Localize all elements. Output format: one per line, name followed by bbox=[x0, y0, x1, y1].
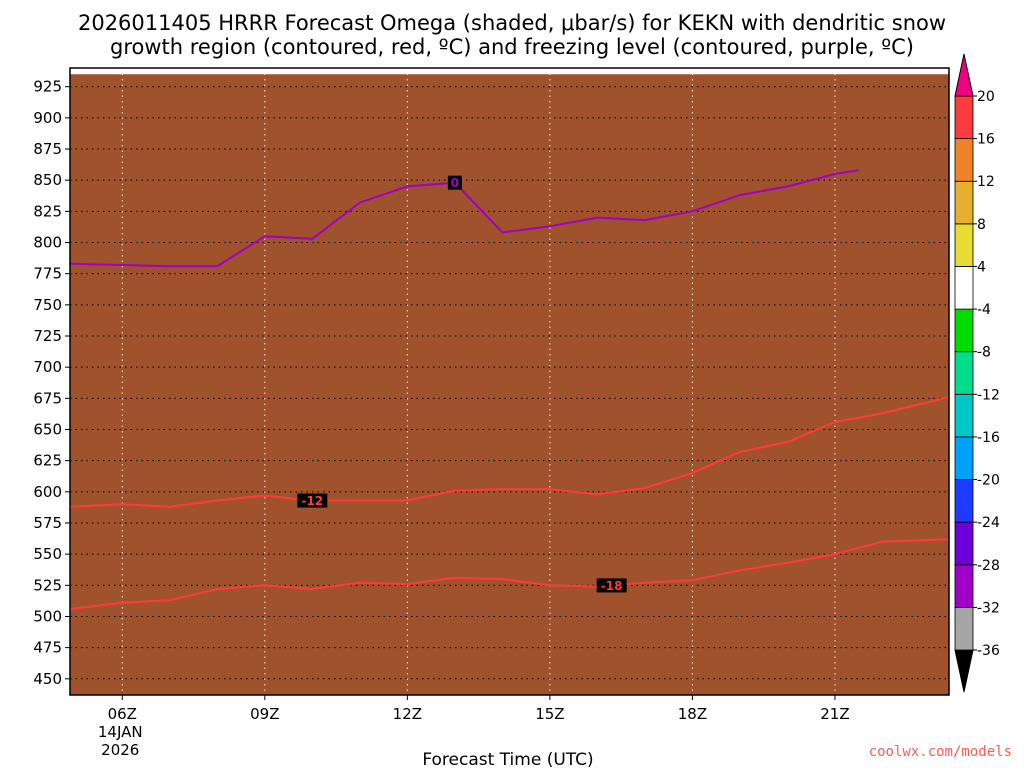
colorbar-segment bbox=[954, 564, 974, 608]
colorbar-segment bbox=[954, 138, 974, 182]
ground-strip bbox=[70, 74, 949, 695]
colorbar-label-16: -16 bbox=[977, 430, 1000, 446]
colorbar-segment bbox=[954, 479, 974, 523]
colorbar-segment bbox=[954, 95, 974, 140]
y-tick-label-875: 875 bbox=[33, 140, 62, 158]
x-tick-sublabel-14jan: 14JAN bbox=[98, 723, 143, 741]
colorbar-label-32: -32 bbox=[977, 600, 1000, 616]
contour-line-0 bbox=[70, 169, 859, 268]
y-tick-label-600: 600 bbox=[33, 483, 62, 501]
contour-label-bg bbox=[596, 578, 627, 593]
y-tick-label-775: 775 bbox=[33, 265, 62, 283]
colorbar-segment bbox=[954, 351, 974, 395]
plot-frame bbox=[69, 67, 950, 696]
y-tick-label-925: 925 bbox=[33, 78, 62, 96]
y-tick-label-700: 700 bbox=[33, 358, 62, 376]
x-tick-sublabel-2026: 2026 bbox=[101, 741, 139, 759]
y-tick-label-525: 525 bbox=[33, 576, 62, 594]
colorbar: -36 -32 -28 -24 -20 -16 -12 -8 -4 4 8 12 16 20 bbox=[954, 53, 1000, 693]
y-axis-ticks: 450 475 500 525 550 575 600 625 650 675 700 725 750 7… bbox=[33, 78, 70, 688]
colorbar-label-20: -20 bbox=[977, 473, 1000, 489]
contour-label-12: -12 bbox=[301, 494, 323, 508]
x-tick-label-18z: 18Z bbox=[678, 705, 707, 723]
grid-lines bbox=[70, 68, 949, 695]
colorbar-segment-highest bbox=[954, 53, 974, 97]
y-tick-label-850: 850 bbox=[33, 171, 62, 189]
contour-label-bg bbox=[297, 493, 328, 508]
x-tick-label-21z: 21Z bbox=[820, 705, 849, 723]
y-tick-label-500: 500 bbox=[33, 607, 62, 625]
contour-line-12 bbox=[70, 396, 949, 508]
y-tick-label-800: 800 bbox=[33, 234, 62, 252]
colorbar-label-20: 20 bbox=[977, 89, 995, 105]
chart-title-line-1: 2026011405 HRRR Forecast Omega (shaded, … bbox=[78, 11, 946, 35]
y-tick-label-450: 450 bbox=[33, 670, 62, 688]
y-tick-label-675: 675 bbox=[33, 389, 62, 407]
colorbar-label-16: 16 bbox=[977, 132, 995, 148]
contour-line-18 bbox=[70, 538, 949, 610]
colorbar-segment bbox=[954, 606, 974, 651]
colorbar-label-36: -36 bbox=[977, 643, 1000, 659]
colorbar-segment bbox=[954, 308, 974, 353]
y-tick-label-825: 825 bbox=[33, 202, 62, 220]
y-tick-label-725: 725 bbox=[33, 327, 62, 345]
chart-title-line-2: growth region (contoured, red, ºC) and f… bbox=[110, 35, 914, 59]
y-tick-label-475: 475 bbox=[33, 639, 62, 657]
contour-label-bg bbox=[447, 175, 462, 190]
colorbar-label-4: -4 bbox=[977, 302, 991, 318]
colorbar-label-12: -12 bbox=[977, 387, 1000, 403]
y-tick-label-625: 625 bbox=[33, 452, 62, 470]
y-tick-label-900: 900 bbox=[33, 109, 62, 127]
colorbar-label-12: 12 bbox=[977, 174, 995, 190]
colorbar-segment bbox=[954, 180, 974, 225]
y-tick-label-750: 750 bbox=[33, 296, 62, 314]
colorbar-segment bbox=[954, 393, 974, 438]
x-tick-label-06z: 06Z bbox=[108, 705, 137, 723]
contour-label-18: -18 bbox=[601, 579, 623, 593]
y-tick-label-575: 575 bbox=[33, 514, 62, 532]
y-tick-label-550: 550 bbox=[33, 545, 62, 563]
contour-label-0: 0 bbox=[451, 176, 459, 190]
contour-lines: -18 -12 0 bbox=[70, 169, 949, 610]
colorbar-label-24: -24 bbox=[977, 515, 1000, 531]
x-tick-label-09z: 09Z bbox=[250, 705, 279, 723]
colorbar-segment-lowest bbox=[954, 649, 974, 693]
x-tick-label-15z: 15Z bbox=[535, 705, 564, 723]
colorbar-segment bbox=[954, 521, 974, 566]
colorbar-label-28: -28 bbox=[977, 558, 1000, 574]
x-axis-label: Forecast Time (UTC) bbox=[422, 750, 593, 768]
x-tick-label-12z: 12Z bbox=[393, 705, 422, 723]
colorbar-label-4: 4 bbox=[977, 259, 986, 275]
colorbar-label-8: 8 bbox=[977, 217, 986, 233]
y-tick-label-650: 650 bbox=[33, 420, 62, 438]
colorbar-label-8: -8 bbox=[977, 345, 991, 361]
colorbar-segment bbox=[954, 266, 974, 310]
colorbar-segment bbox=[954, 223, 974, 267]
colorbar-segment bbox=[954, 436, 974, 480]
credit-text: coolwx.com/models bbox=[869, 744, 1012, 760]
